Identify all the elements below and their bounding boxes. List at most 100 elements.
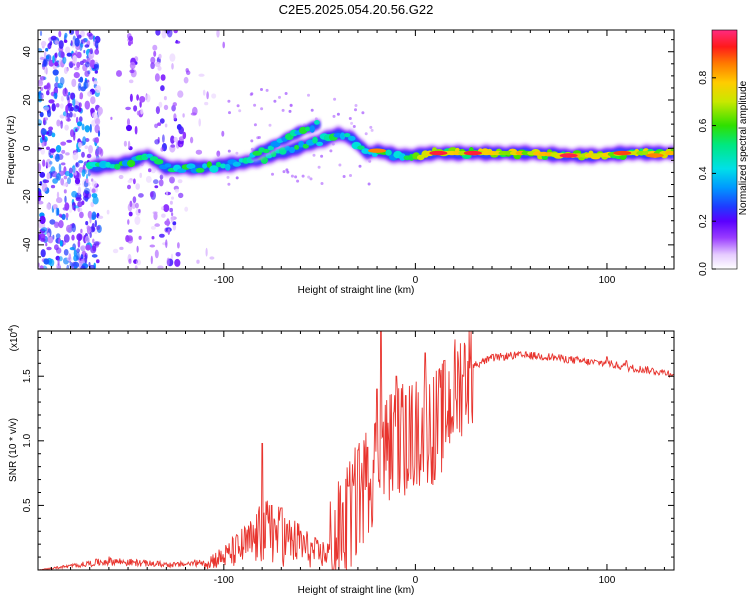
spectral-noise-mark bbox=[161, 30, 167, 39]
snr-line bbox=[38, 331, 674, 570]
spectral-noise-mark bbox=[238, 109, 242, 113]
spectral-ridge-mark bbox=[314, 120, 320, 125]
spectral-noise-mark bbox=[38, 119, 43, 126]
spectral-peak-mark bbox=[645, 153, 664, 158]
spectral-noise-mark bbox=[77, 172, 81, 180]
spectral-noise-mark bbox=[167, 228, 171, 235]
spectral-noise-mark bbox=[127, 179, 133, 184]
spectral-noise-mark bbox=[182, 131, 187, 140]
spectral-noise-mark bbox=[134, 265, 138, 269]
spectral-noise-mark bbox=[76, 255, 79, 261]
colorbar-tick-label: 0.8 bbox=[698, 70, 709, 84]
spectral-noise-mark bbox=[95, 137, 99, 144]
colorbar-tick-label: 0.2 bbox=[698, 214, 709, 228]
spectral-peak-mark bbox=[368, 148, 387, 153]
spectral-ridge-mark bbox=[309, 125, 315, 133]
spectral-noise-mark bbox=[58, 40, 64, 49]
spectral-noise-mark bbox=[285, 168, 289, 172]
spectral-noise-mark bbox=[370, 128, 374, 132]
spectral-noise-mark bbox=[265, 88, 269, 92]
spectral-noise-mark bbox=[127, 184, 131, 190]
spectral-noise-mark bbox=[54, 62, 59, 67]
spectral-noise-mark bbox=[79, 211, 84, 219]
spectral-noise-mark bbox=[45, 55, 50, 60]
spectral-noise-mark bbox=[50, 184, 56, 189]
spectral-noise-mark bbox=[253, 123, 257, 127]
spectral-noise-mark bbox=[65, 105, 69, 114]
spectral-noise-mark bbox=[150, 226, 156, 230]
spectral-noise-mark bbox=[48, 126, 53, 131]
spectral-noise-mark bbox=[38, 196, 41, 202]
spectral-noise-mark bbox=[75, 116, 79, 124]
spectral-noise-mark bbox=[69, 262, 74, 268]
spectral-noise-mark bbox=[85, 221, 89, 226]
spectral-noise-mark bbox=[46, 90, 50, 96]
snr-panel: -100 0 100 0.5 1.0 1.5 Height of straight li… bbox=[8, 325, 675, 596]
spectral-noise-mark bbox=[81, 151, 85, 158]
spectral-noise-mark bbox=[66, 217, 68, 221]
spectral-noise-mark bbox=[78, 160, 84, 164]
spectral-noise-mark bbox=[68, 204, 73, 213]
spectral-noise-mark bbox=[47, 232, 50, 238]
spectral-noise-mark bbox=[41, 182, 48, 192]
spectral-noise-mark bbox=[307, 93, 310, 97]
spectral-noise-mark bbox=[145, 175, 152, 183]
spectral-noise-mark bbox=[55, 76, 59, 83]
spectral-noise-mark bbox=[116, 70, 122, 77]
spectral-noise-mark bbox=[71, 223, 77, 233]
spectral-noise-mark bbox=[176, 124, 182, 131]
spectral-noise-mark bbox=[136, 94, 140, 101]
spectral-noise-mark bbox=[310, 108, 314, 112]
spectral-noise-mark bbox=[66, 139, 73, 143]
spectral-noise-mark bbox=[186, 70, 191, 75]
colorbar: 0.0 0.2 0.4 0.6 0.8 Normalized spectral ampl… bbox=[698, 29, 749, 276]
spectral-noise-mark bbox=[61, 213, 66, 220]
spectral-noise-mark bbox=[42, 58, 48, 67]
spectral-noise-mark bbox=[39, 30, 43, 36]
spectral-noise-mark bbox=[58, 256, 63, 262]
spectral-noise-mark bbox=[85, 244, 91, 251]
spectral-noise-mark bbox=[82, 136, 87, 146]
spectral-ridge-mark bbox=[294, 144, 300, 150]
spectral-noise-mark bbox=[57, 257, 60, 266]
spectral-noise-mark bbox=[96, 225, 101, 231]
spectral-noise-mark bbox=[75, 197, 82, 202]
spectral-noise-mark bbox=[85, 61, 90, 68]
spectral-noise-mark bbox=[317, 165, 321, 169]
spectral-noise-mark bbox=[52, 178, 58, 184]
spectral-noise-mark bbox=[79, 116, 83, 122]
spectral-noise-mark bbox=[46, 83, 50, 89]
spectral-ridge-mark bbox=[302, 143, 309, 149]
spectral-noise-mark bbox=[352, 125, 356, 128]
spectral-noise-mark bbox=[51, 171, 58, 178]
spectral-peak-mark bbox=[429, 150, 448, 156]
spectral-noise-mark bbox=[75, 162, 80, 168]
spectral-noise-mark bbox=[163, 96, 167, 101]
spectral-noise-mark bbox=[72, 55, 78, 64]
spectral-noise-mark bbox=[76, 51, 82, 59]
spectral-noise-mark bbox=[67, 103, 73, 107]
spectral-noise-mark bbox=[38, 163, 42, 172]
spectral-noise-mark bbox=[134, 216, 141, 225]
spectrogram-panel: -100 0 100 -40 -20 0 20 40 Height of straight … bbox=[6, 29, 675, 296]
spectral-noise-mark bbox=[96, 146, 103, 155]
spectral-noise-mark bbox=[91, 178, 94, 182]
spectral-noise-mark bbox=[119, 246, 124, 250]
spectral-noise-mark bbox=[40, 76, 46, 81]
spectral-ridge-mark bbox=[267, 145, 275, 151]
spectral-noise-mark bbox=[91, 112, 98, 119]
spectral-noise-mark bbox=[89, 232, 92, 238]
spectral-noise-mark bbox=[69, 173, 73, 178]
spectral-noise-mark bbox=[73, 249, 77, 257]
spectral-ridge-mark bbox=[215, 161, 222, 168]
spectral-noise-mark bbox=[145, 94, 151, 103]
spectral-noise-mark bbox=[129, 200, 133, 207]
spectral-noise-mark bbox=[56, 263, 61, 269]
y-tick-label: 20 bbox=[22, 94, 33, 106]
spectral-noise-mark bbox=[171, 63, 174, 70]
spectral-noise-mark bbox=[154, 223, 160, 227]
x-tick-label: -100 bbox=[214, 275, 234, 286]
spectral-ridge-mark bbox=[262, 148, 270, 154]
spectral-noise-mark bbox=[74, 171, 77, 176]
spectral-noise-mark bbox=[202, 89, 206, 96]
